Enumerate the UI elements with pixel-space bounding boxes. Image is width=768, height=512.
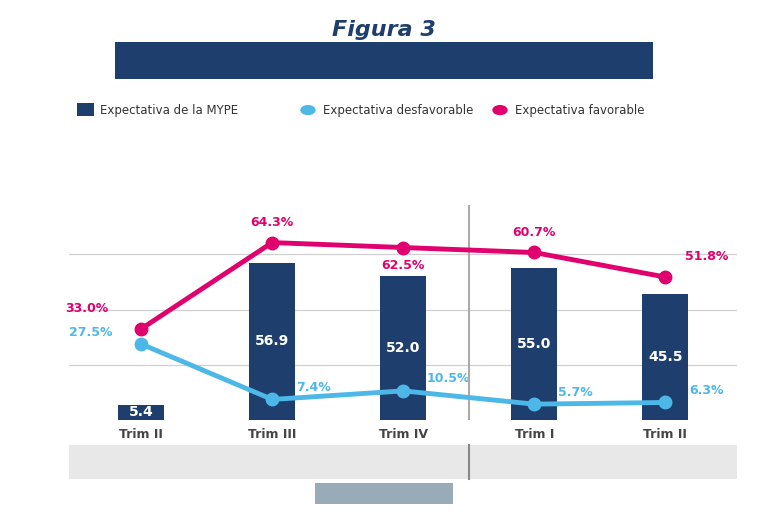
Bar (511, 268, 557, 420)
Text: 33.0%: 33.0% (65, 302, 108, 315)
Text: Figura 3: Figura 3 (332, 20, 436, 40)
Text: 56.9: 56.9 (255, 334, 290, 348)
Text: BALANCE DE EXPECTATIVAS: BALANCE DE EXPECTATIVAS (254, 52, 514, 70)
Bar (642, 294, 688, 420)
Bar (250, 263, 295, 420)
Text: 2020: 2020 (244, 453, 294, 471)
Text: 64.3%: 64.3% (250, 216, 294, 229)
Text: 6.3%: 6.3% (689, 384, 723, 397)
Text: 51.8%: 51.8% (685, 250, 728, 263)
Text: 2021: 2021 (578, 453, 628, 471)
Bar (118, 405, 164, 420)
Text: Expectativa favorable: Expectativa favorable (515, 103, 644, 117)
Text: 45.5: 45.5 (648, 350, 683, 364)
Text: TRIMESTRE: TRIMESTRE (344, 487, 424, 500)
Text: 52.0: 52.0 (386, 341, 420, 355)
Text: 5.4: 5.4 (129, 406, 154, 419)
Text: Expectativa de la MYPE: Expectativa de la MYPE (100, 103, 238, 117)
Text: 62.5%: 62.5% (382, 260, 425, 272)
Text: 10.5%: 10.5% (427, 372, 470, 386)
Text: 60.7%: 60.7% (512, 226, 556, 239)
Text: 27.5%: 27.5% (69, 326, 112, 338)
Text: 5.7%: 5.7% (558, 386, 593, 399)
Text: 55.0: 55.0 (517, 337, 551, 351)
Text: Expectativa desfavorable: Expectativa desfavorable (323, 103, 473, 117)
Bar (380, 276, 426, 420)
Text: 7.4%: 7.4% (296, 381, 330, 394)
